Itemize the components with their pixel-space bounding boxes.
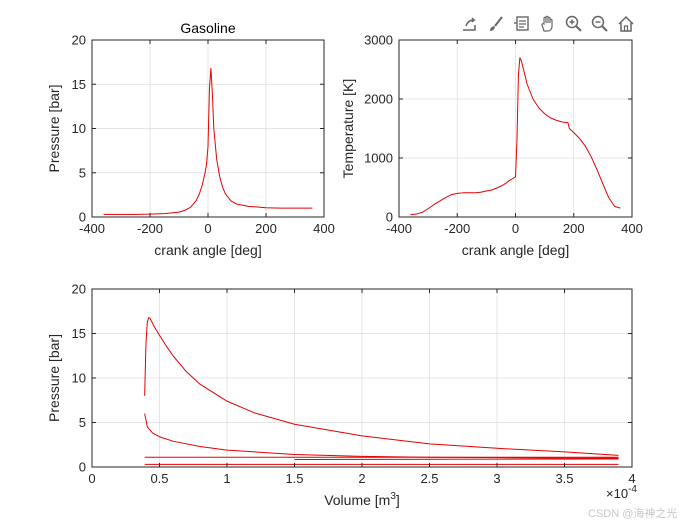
x-tick-label: 2.5 xyxy=(420,471,438,486)
x-tick-label: 4 xyxy=(628,471,635,486)
x-tick-label: 3 xyxy=(493,471,500,486)
x-tick-label: 0 xyxy=(512,221,519,236)
brush-button[interactable] xyxy=(484,12,508,36)
y-tick-label: 0 xyxy=(79,460,86,475)
export-icon xyxy=(463,17,476,31)
zoom-in-icon xyxy=(565,15,582,32)
x-tick-label: 1.5 xyxy=(285,471,303,486)
x-tick-label: 0.5 xyxy=(150,471,168,486)
x-axis-label-superscript: 3 xyxy=(390,491,396,502)
x-tick-label: 1 xyxy=(223,471,230,486)
axes-pressure-vs-crank-angle[interactable]: -400 -200 0 200 400 0 5 10 15 20 Gasoline crank a… xyxy=(46,20,335,258)
home-icon xyxy=(618,15,634,32)
x-tick-label: 0 xyxy=(204,221,211,236)
y-axis-label: Pressure [bar] xyxy=(46,85,62,173)
export-button[interactable] xyxy=(458,12,482,36)
home-button[interactable] xyxy=(614,12,638,36)
y-tick-label: 5 xyxy=(79,165,86,180)
x-tick-label: 0 xyxy=(88,471,95,486)
pan-hand-icon xyxy=(541,15,553,32)
x-axis-label: crank angle [deg] xyxy=(462,242,569,258)
y-tick-label: 0 xyxy=(79,210,86,225)
zoom-out-icon xyxy=(591,15,608,32)
y-tick-label: 3000 xyxy=(364,33,393,48)
y-axis-label: Temperature [K] xyxy=(340,79,356,179)
x-tick-label: 400 xyxy=(621,221,643,236)
axes-temperature-vs-crank-angle[interactable]: -400 -200 0 200 400 0 1000 2000 3000 crank angle… xyxy=(340,33,643,259)
y-tick-label: 20 xyxy=(72,33,86,48)
datatip-icon xyxy=(514,16,529,31)
x-tick-label: 3.5 xyxy=(555,471,573,486)
y-tick-label: 2000 xyxy=(364,92,393,107)
chart-title: Gasoline xyxy=(180,20,235,36)
x-tick-label: 2 xyxy=(358,471,365,486)
zoom-in-button[interactable] xyxy=(562,12,586,36)
datatip-button[interactable] xyxy=(510,12,534,36)
y-tick-label: 10 xyxy=(72,371,86,386)
y-tick-label: 15 xyxy=(72,326,86,341)
y-tick-label: 15 xyxy=(72,77,86,92)
zoom-out-button[interactable] xyxy=(588,12,612,36)
x-axis-label: Volume [m3] xyxy=(324,491,400,508)
axes-toolbar xyxy=(458,12,638,38)
x-tick-label: -400 xyxy=(79,221,105,236)
y-tick-label: 20 xyxy=(72,282,86,297)
x-tick-label: -400 xyxy=(386,221,412,236)
series-line-1 xyxy=(144,316,619,456)
x-axis-label: crank angle [deg] xyxy=(154,242,261,258)
pan-button[interactable] xyxy=(536,12,560,36)
x-tick-label: -200 xyxy=(444,221,470,236)
y-axis-label: Pressure [bar] xyxy=(46,334,62,422)
y-tick-label: 10 xyxy=(72,121,86,136)
y-tick-label: 0 xyxy=(386,210,393,225)
x-tick-label: -200 xyxy=(137,221,163,236)
y-tick-label: 1000 xyxy=(364,151,393,166)
series-line-1 xyxy=(410,57,621,216)
brush-icon xyxy=(490,16,503,31)
watermark-text: CSDN @海神之光 xyxy=(588,506,677,520)
x-tick-label: 200 xyxy=(255,221,277,236)
y-tick-label: 5 xyxy=(79,415,86,430)
x-tick-label: 200 xyxy=(563,221,585,236)
x-tick-label: 400 xyxy=(313,221,335,236)
axes-pressure-vs-volume[interactable]: 0 0.5 1 1.5 2 2.5 3 3.5 4 0 5 10 15 20 Volume [m3] Pr… xyxy=(46,282,637,509)
x-axis-exponent: ×10-4 xyxy=(606,484,637,501)
series-line-1 xyxy=(103,67,313,215)
